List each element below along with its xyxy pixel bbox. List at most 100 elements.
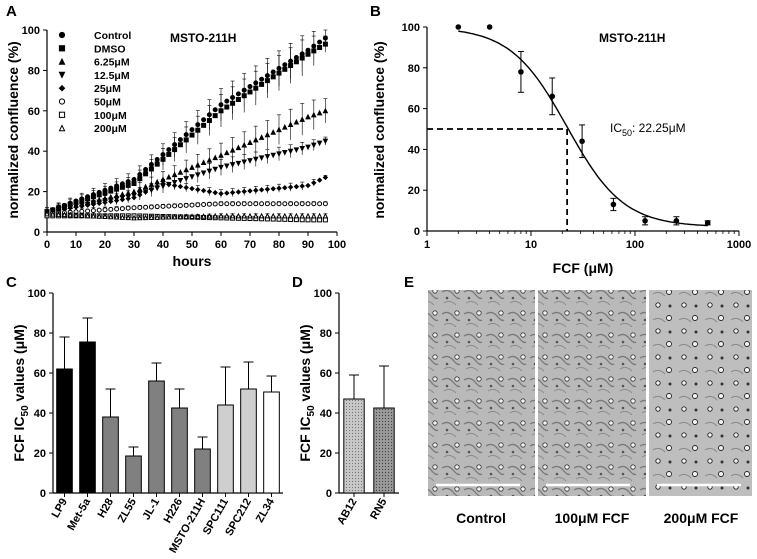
chart-a-point bbox=[241, 201, 247, 207]
chart-a-point bbox=[218, 108, 224, 114]
chart-a-point bbox=[212, 166, 219, 173]
chart-a-legend-marker-7 bbox=[58, 124, 66, 132]
chart-a-point bbox=[258, 134, 265, 140]
chart-a-point bbox=[299, 146, 306, 152]
chart-c-ytick-label: 20 bbox=[34, 448, 46, 460]
chart-a-point bbox=[119, 206, 125, 212]
chart-a-point bbox=[166, 147, 172, 153]
chart-a-point bbox=[305, 47, 311, 53]
chart-a-point bbox=[195, 202, 201, 208]
chart-a-point bbox=[287, 212, 294, 219]
chart-a-xtick-label: 90 bbox=[302, 239, 314, 251]
chart-a-point bbox=[305, 201, 311, 207]
chart-a-point bbox=[200, 187, 207, 194]
chart-a-point bbox=[247, 89, 253, 95]
chart-a-point bbox=[223, 163, 230, 170]
caption-100um: 100μM FCF bbox=[555, 510, 630, 526]
chart-a-legend-label-4: 25μM bbox=[94, 83, 121, 95]
chart-a-point bbox=[177, 142, 183, 148]
chart-a-point bbox=[218, 212, 224, 219]
chart-a-point bbox=[206, 168, 213, 175]
chart-a-point bbox=[310, 111, 317, 118]
chart-a-point bbox=[189, 132, 195, 138]
chart-a-point bbox=[270, 201, 276, 207]
chart-a-point bbox=[107, 213, 114, 220]
chart-a-point bbox=[137, 192, 143, 198]
chart-a-point bbox=[252, 212, 259, 219]
chart-a-point bbox=[131, 176, 137, 182]
chart-c-bar-3 bbox=[125, 455, 142, 494]
chart-a-point bbox=[270, 69, 276, 75]
chart-a-ylabel: normalized confluence (%) bbox=[5, 41, 21, 218]
chart-a-point bbox=[223, 212, 230, 219]
chart-a-point bbox=[154, 183, 160, 190]
chart-a-point bbox=[311, 201, 317, 207]
chart-c-bar-9 bbox=[263, 391, 280, 494]
chart-a-point bbox=[90, 201, 97, 207]
chart-a-point bbox=[218, 152, 224, 158]
chart-b-xtick-label: 10 bbox=[525, 239, 537, 251]
chart-d-bar-0 bbox=[343, 398, 365, 494]
chart-a-ytick-label: 40 bbox=[28, 146, 40, 158]
chart-a-xtick-label: 50 bbox=[186, 239, 198, 251]
chart-a-point bbox=[201, 117, 207, 123]
chart-a-xlabel: hours bbox=[173, 253, 212, 269]
chart-c-ytick-label: 0 bbox=[40, 488, 46, 500]
chart-a-point bbox=[235, 160, 242, 167]
chart-a-point bbox=[299, 116, 306, 122]
chart-b-point bbox=[486, 24, 493, 30]
chart-d-category-label-0: AB12 bbox=[335, 497, 359, 527]
chart-a-point bbox=[201, 202, 207, 208]
chart-d-ytick-label: 40 bbox=[320, 408, 332, 420]
chart-d-ytick-label: 20 bbox=[320, 448, 332, 460]
chart-a-point bbox=[73, 204, 79, 210]
chart-a-point bbox=[305, 217, 311, 223]
chart-a-point bbox=[282, 201, 288, 207]
chart-a-point bbox=[113, 213, 120, 220]
chart-a-point bbox=[224, 98, 230, 104]
chart-c-bar-5 bbox=[171, 407, 188, 494]
chart-a-point bbox=[154, 157, 160, 163]
chart-a-xtick-label: 20 bbox=[99, 239, 111, 251]
chart-a-point bbox=[189, 174, 195, 180]
chart-a-legend-label-6: 100μM bbox=[94, 110, 127, 122]
chart-c-bar-8 bbox=[240, 388, 257, 494]
chart-a-point bbox=[322, 174, 329, 181]
chart-a-point bbox=[142, 183, 149, 190]
chart-b-point bbox=[610, 201, 617, 208]
chart-a-point bbox=[172, 203, 178, 209]
chart-a-series-7 bbox=[44, 210, 329, 221]
chart-a-point bbox=[206, 156, 213, 163]
chart-a-point bbox=[148, 166, 154, 172]
chart-a-point bbox=[49, 210, 56, 217]
chart-b-ic50-label: IC50: 22.25μM bbox=[610, 121, 686, 138]
chart-a-legend-marker-0 bbox=[58, 31, 66, 39]
chart-a-point bbox=[282, 66, 288, 72]
chart-b-point bbox=[579, 138, 585, 145]
chart-a-point bbox=[125, 205, 131, 211]
chart-d-ytick-label: 100 bbox=[314, 288, 332, 300]
chart-b-point bbox=[673, 218, 680, 224]
micrograph-control bbox=[428, 290, 535, 496]
chart-a-point bbox=[224, 104, 230, 110]
chart-a-point bbox=[143, 167, 149, 173]
chart-a-series-5 bbox=[44, 201, 328, 218]
chart-a-point bbox=[206, 188, 213, 195]
chart-a-point bbox=[310, 142, 317, 149]
chart-a-ytick-label: 20 bbox=[28, 187, 40, 199]
chart-a-point bbox=[137, 176, 143, 182]
chart-a-legend-marker-1 bbox=[58, 45, 66, 52]
chart-c-category-label-5: H226 bbox=[162, 497, 186, 526]
chart-d-ic50-bars: FCF IC50 values (μM) 0 20 40 60 80 100 AB12 RN5 bbox=[297, 288, 399, 527]
chart-a-point bbox=[287, 184, 294, 190]
chart-a-point bbox=[241, 159, 248, 166]
chart-b-ytick-label: 0 bbox=[414, 226, 420, 238]
chart-a-legend-label-7: 200μM bbox=[94, 123, 127, 135]
chart-a-point bbox=[177, 178, 184, 184]
chart-a-point bbox=[142, 214, 149, 221]
chart-a-point bbox=[235, 189, 242, 195]
chart-a-point bbox=[142, 189, 149, 195]
chart-c-category-label-0: LP9 bbox=[50, 497, 70, 520]
panel-letter-c: C bbox=[6, 274, 17, 291]
chart-a-point bbox=[212, 113, 218, 119]
